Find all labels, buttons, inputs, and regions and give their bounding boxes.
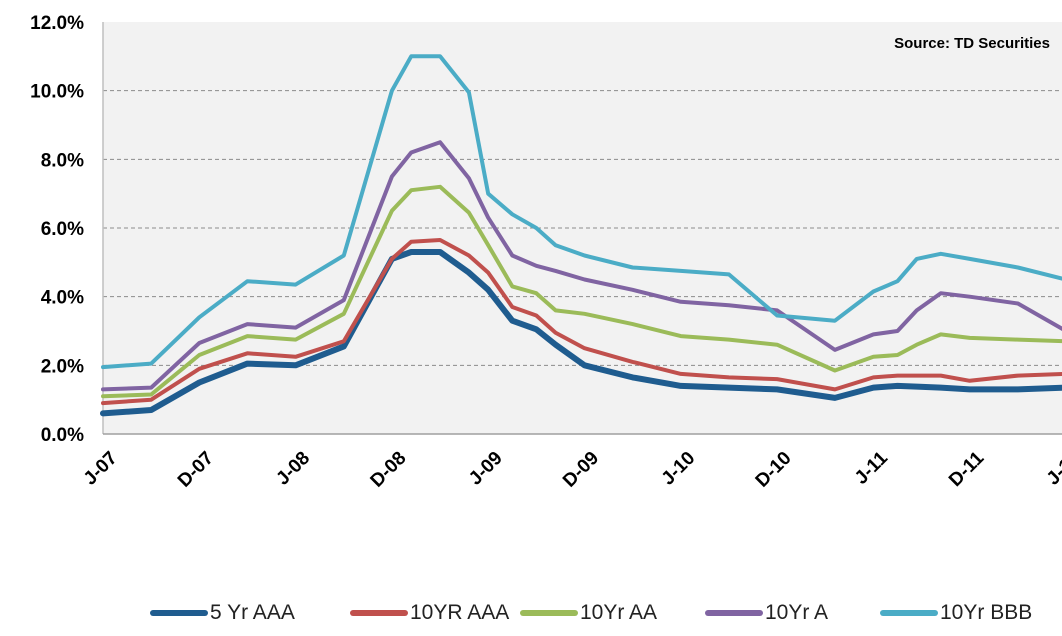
y-tick-label: 0.0% [41, 425, 84, 446]
legend-item-3: 10Yr AA [520, 593, 657, 633]
x-tick-label: J-12 [1043, 448, 1062, 490]
series-line-2 [101, 238, 1062, 406]
legend-swatch [880, 610, 938, 616]
x-tick-label: J-07 [80, 448, 122, 490]
legend-label: 10Yr BBB [940, 601, 1033, 624]
legend-swatch [350, 610, 408, 616]
y-tick-label: 12.0% [30, 13, 84, 34]
series-lines [100, 54, 1062, 417]
source-note: Source: TD Securities [894, 35, 1050, 52]
x-tick-label: D-07 [174, 448, 218, 492]
y-tick-label: 2.0% [41, 356, 84, 377]
series-line-1 [100, 249, 1062, 417]
y-tick-label: 4.0% [41, 288, 84, 309]
x-tick-label: D-10 [752, 448, 796, 492]
x-tick-label: J-09 [465, 448, 507, 490]
y-tick-label: 10.0% [30, 82, 84, 103]
x-tick-label: J-10 [658, 448, 700, 490]
legend-item-2: 10YR AAA [350, 593, 509, 633]
y-tick-label: 6.0% [41, 219, 84, 240]
legend-swatch [520, 610, 578, 616]
legend-item-1: 5 Yr AAA [150, 593, 295, 633]
x-tick-label: D-11 [945, 447, 989, 491]
legend-label: 10Yr A [765, 601, 829, 624]
legend-item-4: 10Yr A [705, 593, 828, 633]
legend-label: 5 Yr AAA [210, 601, 295, 624]
series-line-3 [101, 184, 1062, 399]
legend-item-5: 10Yr BBB [880, 593, 1032, 633]
legend-label: 10YR AAA [410, 601, 510, 624]
series-line-5 [101, 54, 1062, 370]
x-tick-label: J-08 [272, 448, 314, 490]
x-tick-label: D-09 [559, 448, 603, 492]
series-line-4 [101, 140, 1062, 392]
x-axis-ticks: J-07 D-07 J-08 D-08 J-09 D-09 J-10 D-10 J-11 D-11… [80, 447, 1062, 491]
y-axis-ticks: 0.0% 2.0% 4.0% 6.0% 8.0% 10.0% 12.0% [30, 13, 84, 446]
y-tick-label: 8.0% [41, 150, 84, 171]
legend-swatch [705, 610, 763, 616]
x-tick-label: J-11 [851, 447, 892, 488]
x-tick-label: D-08 [367, 448, 411, 492]
legend: 5 Yr AAA 10YR AAA 10Yr AA 10Yr A 10Yr BBB [0, 593, 1062, 633]
legend-swatch [150, 610, 208, 616]
legend-label: 10Yr AA [580, 601, 658, 624]
